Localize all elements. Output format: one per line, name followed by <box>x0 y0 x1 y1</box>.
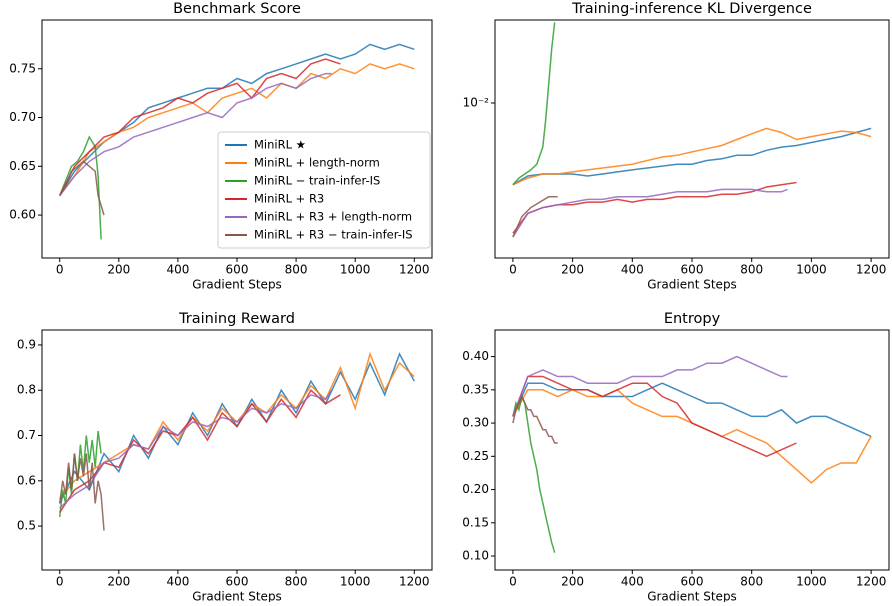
y-tick-label: 0.10 <box>462 549 489 563</box>
legend-label: MiniRL + R3 + length-norm <box>254 210 412 224</box>
y-tick-label: 0.25 <box>462 449 489 463</box>
x-tick-label: 0 <box>509 263 517 277</box>
x-tick-label: 400 <box>166 575 189 589</box>
series-line <box>512 127 872 186</box>
series-line <box>59 58 341 196</box>
x-axis-label: Gradient Steps <box>192 278 282 292</box>
x-tick-label: 400 <box>166 263 189 277</box>
plot-frame <box>494 329 890 571</box>
x-tick-label: 800 <box>285 575 308 589</box>
series-line <box>59 388 341 513</box>
x-tick-label: 600 <box>226 263 249 277</box>
series-line <box>512 196 558 238</box>
y-tick-label: 0.15 <box>462 515 489 529</box>
x-tick-label: 0 <box>56 575 64 589</box>
series-line <box>59 72 332 197</box>
x-tick-label: 200 <box>561 263 584 277</box>
legend-label: MiniRL ★ <box>254 138 306 152</box>
y-tick-label: 10⁻² <box>463 96 490 110</box>
x-tick-label: 600 <box>681 575 704 589</box>
x-tick-label: 200 <box>107 263 130 277</box>
y-tick-label: 0.65 <box>9 159 36 173</box>
y-tick-label: 0.6 <box>17 473 36 487</box>
series-line <box>59 389 333 509</box>
series-line <box>58 453 105 531</box>
series-line <box>512 188 788 238</box>
y-tick-label: 0.60 <box>9 208 36 222</box>
series-line <box>59 352 415 504</box>
x-tick-label: 0 <box>509 575 517 589</box>
plot-frame <box>41 329 433 571</box>
x-tick-label: 1000 <box>340 263 371 277</box>
series-line <box>512 127 872 186</box>
legend-label: MiniRL + R3 − train-infer-IS <box>254 228 413 242</box>
x-axis-label: Gradient Steps <box>192 590 282 603</box>
x-tick-label: 1000 <box>796 263 827 277</box>
y-tick-label: 0.75 <box>9 61 36 75</box>
series-line <box>512 394 558 444</box>
x-tick-label: 0 <box>56 263 64 277</box>
x-tick-label: 800 <box>740 263 763 277</box>
series-line <box>512 382 872 438</box>
x-tick-label: 200 <box>107 575 130 589</box>
chart-title: Training-inference KL Divergence <box>571 1 812 17</box>
legend-box <box>217 131 431 249</box>
y-tick-label: 0.8 <box>17 383 36 397</box>
y-tick-label: 0.35 <box>462 382 489 396</box>
x-tick-label: 800 <box>740 575 763 589</box>
plot-frame <box>41 19 433 259</box>
x-tick-label: 800 <box>285 263 308 277</box>
y-tick-label: 0.5 <box>17 519 36 533</box>
series-line <box>512 22 556 186</box>
chart-title: Training Reward <box>178 311 295 327</box>
series-line <box>512 394 556 553</box>
x-tick-label: 200 <box>561 575 584 589</box>
chart-title: Entropy <box>664 311 721 327</box>
y-tick-label: 0.7 <box>17 428 36 442</box>
series-line <box>512 355 788 417</box>
x-tick-label: 1000 <box>340 575 371 589</box>
y-tick-label: 0.20 <box>462 482 489 496</box>
x-tick-label: 600 <box>226 575 249 589</box>
x-tick-label: 400 <box>621 575 644 589</box>
series-line <box>59 135 102 240</box>
x-axis-label: Gradient Steps <box>647 278 737 292</box>
x-tick-label: 1000 <box>796 575 827 589</box>
x-tick-label: 400 <box>621 263 644 277</box>
x-tick-label: 1200 <box>856 575 887 589</box>
legend-label: MiniRL + length-norm <box>254 156 380 170</box>
plot-frame <box>494 19 890 259</box>
x-tick-label: 1200 <box>399 263 430 277</box>
y-tick-label: 0.30 <box>462 416 489 430</box>
series-line <box>512 388 872 484</box>
legend-label: MiniRL − train-infer-IS <box>254 174 380 188</box>
x-tick-label: 600 <box>681 263 704 277</box>
y-tick-label: 0.40 <box>462 349 489 363</box>
series-line <box>512 375 797 458</box>
y-tick-label: 0.9 <box>17 337 36 351</box>
y-tick-label: 0.70 <box>9 110 36 124</box>
x-tick-label: 1200 <box>399 575 430 589</box>
series-line <box>59 160 105 216</box>
chart-title: Benchmark Score <box>173 1 301 17</box>
x-tick-label: 1200 <box>856 263 887 277</box>
x-axis-label: Gradient Steps <box>647 590 737 603</box>
legend-label: MiniRL + R3 <box>254 192 324 206</box>
